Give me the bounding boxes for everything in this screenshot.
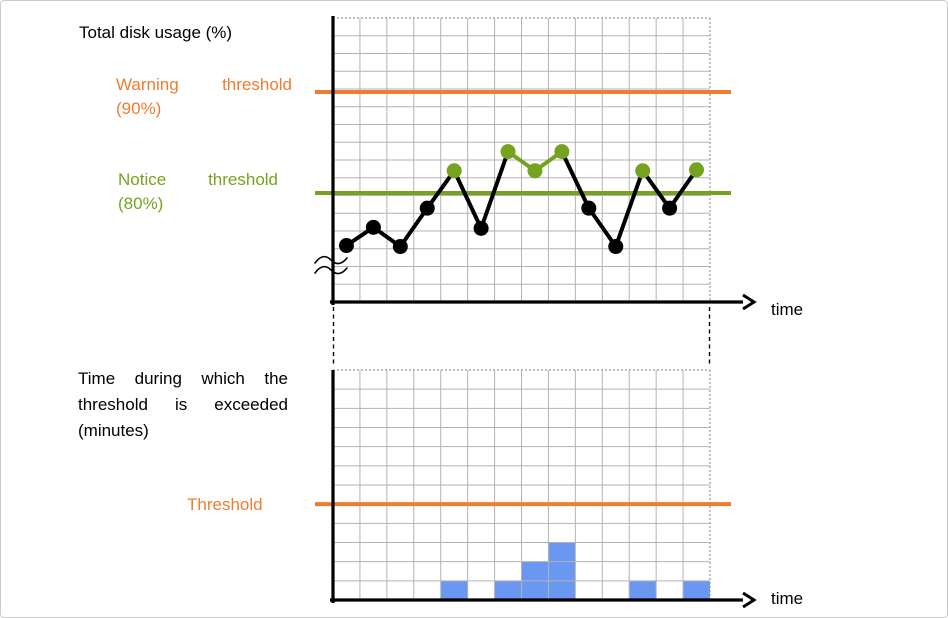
bottom-chart-title: Time during which the threshold is excee… [78,369,288,440]
top-chart-title: Total disk usage (%) [79,23,233,42]
warning-threshold-label: Warning threshold (90%) [116,75,292,118]
bottom-threshold-label: Threshold [187,495,263,514]
notice-threshold-label: Notice threshold (80%) [118,170,278,213]
bottom-time-axis-label: time [771,589,804,608]
top-time-axis-label: time [771,300,804,319]
